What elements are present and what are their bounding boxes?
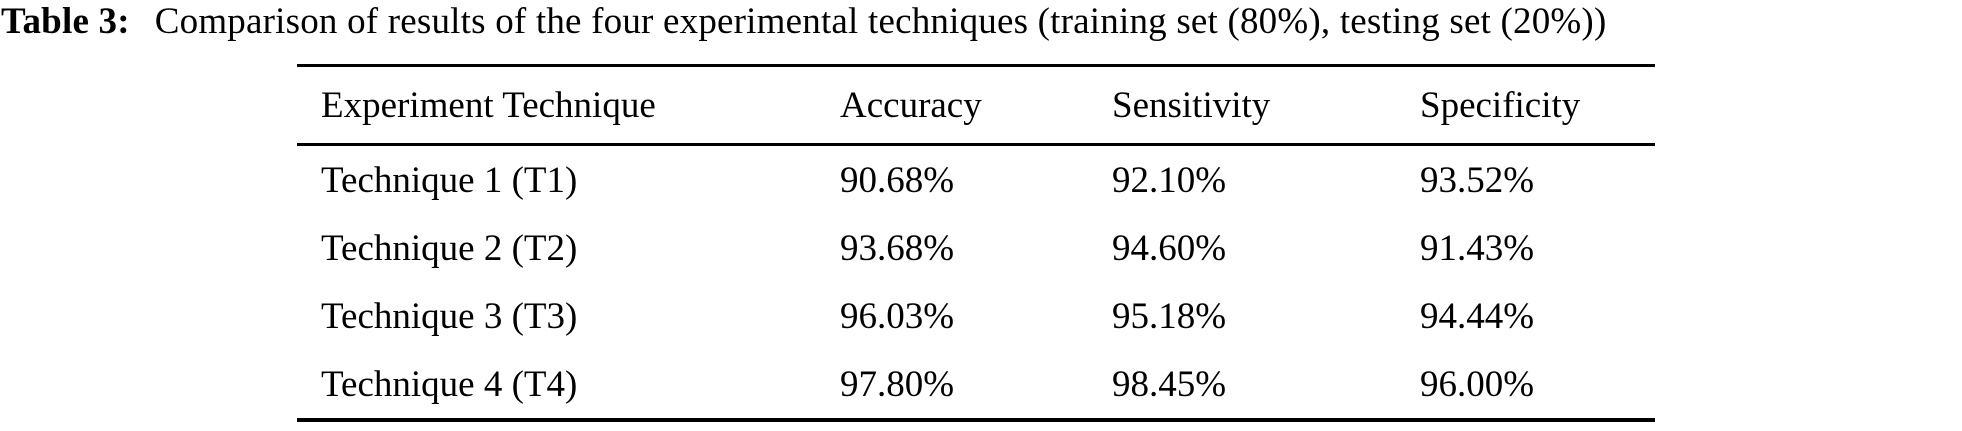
table-row-technique-3: Technique 3 (T3) 96.03% 95.18% 94.44% — [297, 282, 1655, 350]
table-caption: Table 3: Comparison of results of the fou… — [1, 0, 1961, 48]
column-header-specificity: Specificity — [1420, 65, 1655, 146]
column-header-accuracy: Accuracy — [840, 65, 1112, 146]
cell-technique-name: Technique 1 (T1) — [321, 159, 578, 201]
results-table-body: Technique 1 (T1) 90.68% 92.10% 93.52% Te… — [297, 145, 1655, 421]
results-table-header: Experiment Technique Accuracy Sensitivit… — [297, 65, 1655, 146]
cell-accuracy: 93.68% — [840, 227, 955, 269]
cell-sensitivity: 92.10% — [1112, 159, 1227, 201]
cell-specificity: 91.43% — [1420, 227, 1535, 269]
cell-accuracy: 90.68% — [840, 159, 955, 201]
header-row: Experiment Technique Accuracy Sensitivit… — [297, 65, 1655, 146]
cell-accuracy: 96.03% — [840, 295, 955, 337]
table-row-technique-2: Technique 2 (T2) 93.68% 94.60% 91.43% — [297, 214, 1655, 282]
cell-sensitivity: 98.45% — [1112, 363, 1227, 405]
cell-specificity: 96.00% — [1420, 363, 1535, 405]
cell-technique-name: Technique 3 (T3) — [321, 295, 578, 337]
cell-specificity: 93.52% — [1420, 159, 1535, 201]
table-caption-label: Table 3: — [1, 1, 130, 42]
cell-sensitivity: 94.60% — [1112, 227, 1227, 269]
column-header-experiment-technique: Experiment Technique — [297, 65, 840, 146]
cell-technique-name: Technique 4 (T4) — [321, 363, 578, 405]
table-row-technique-4: Technique 4 (T4) 97.80% 98.45% 96.00% — [297, 350, 1655, 420]
table-row-technique-1: Technique 1 (T1) 90.68% 92.10% 93.52% — [297, 145, 1655, 215]
cell-technique-name: Technique 2 (T2) — [321, 227, 578, 269]
table-caption-text: Comparison of results of the four experi… — [154, 1, 1607, 42]
cell-specificity: 94.44% — [1420, 295, 1535, 337]
results-table: Experiment Technique Accuracy Sensitivit… — [297, 64, 1655, 422]
column-header-sensitivity: Sensitivity — [1112, 65, 1420, 146]
cell-sensitivity: 95.18% — [1112, 295, 1227, 337]
cell-accuracy: 97.80% — [840, 363, 955, 405]
